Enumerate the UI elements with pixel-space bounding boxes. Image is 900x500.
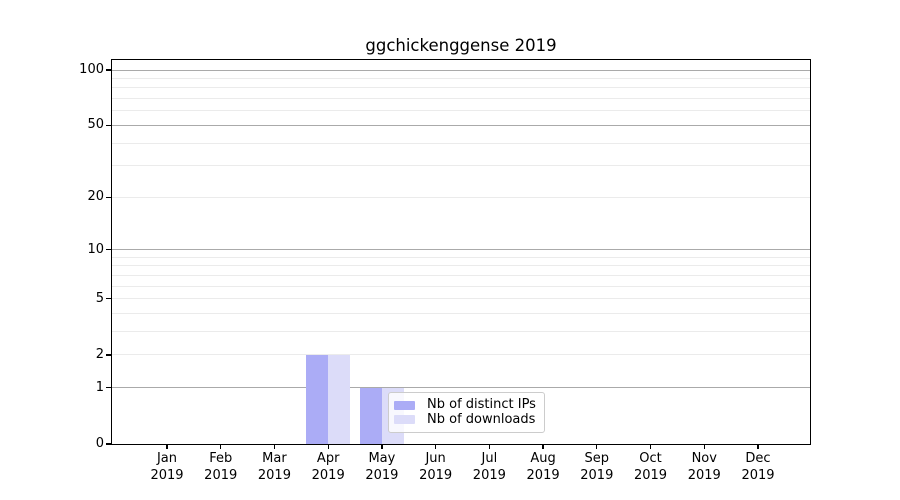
y-tick-label-100: 100 (79, 62, 104, 77)
bar-ips-apr (306, 354, 329, 444)
chart-title: ggchickenggense 2019 (365, 36, 557, 55)
y-tick-label-50: 50 (87, 117, 104, 133)
y-tick-10 (106, 249, 112, 251)
major-gridline-1 (112, 387, 810, 389)
bar-downloads-apr (328, 354, 351, 444)
x-tick-label-may: May 2019 (365, 451, 399, 483)
x-tick-label-aug: Aug 2019 (526, 451, 560, 483)
minor-gridline-6 (112, 285, 810, 287)
major-gridline-100 (112, 69, 810, 71)
minor-gridline-30 (112, 165, 810, 167)
x-tick-label-mar: Mar 2019 (257, 451, 291, 483)
minor-gridline-5 (112, 298, 810, 300)
x-tick-label-jan: Jan 2019 (150, 451, 184, 483)
x-tick-label-nov: Nov 2019 (687, 451, 721, 483)
x-tick-sep (596, 444, 598, 449)
y-tick-5 (106, 298, 112, 300)
y-tick-50 (106, 124, 112, 127)
major-gridline-50 (112, 124, 810, 126)
x-tick-label-jun: Jun 2019 (419, 451, 453, 483)
legend-label: Nb of distinct IPs (427, 397, 536, 413)
x-tick-jul (488, 444, 490, 449)
y-tick-0 (106, 443, 112, 445)
x-tick-nov (703, 444, 705, 449)
minor-gridline-4 (112, 313, 810, 315)
y-tick-1 (106, 387, 112, 389)
minor-gridline-80 (112, 87, 810, 89)
x-tick-aug (542, 444, 544, 449)
x-tick-jun (434, 444, 437, 449)
y-tick-100 (106, 69, 112, 71)
x-tick-label-jul: Jul 2019 (472, 451, 506, 483)
legend: Nb of distinct IPs Nb of downloads (388, 392, 545, 433)
major-gridline-10 (112, 249, 810, 251)
x-tick-mar (273, 444, 276, 449)
minor-gridline-9 (112, 256, 810, 258)
minor-gridline-8 (112, 265, 810, 267)
x-tick-may (381, 444, 383, 449)
y-tick-label-5: 5 (95, 290, 104, 306)
minor-gridline-3 (112, 331, 810, 333)
minor-gridline-7 (112, 274, 810, 276)
x-tick-oct (649, 444, 652, 449)
y-tick-2 (106, 354, 112, 356)
x-tick-feb (220, 444, 222, 449)
legend-row: Nb of downloads (394, 411, 536, 427)
y-tick-label-1: 1 (95, 379, 104, 395)
y-tick-label-2: 2 (95, 346, 104, 362)
x-tick-apr (327, 444, 329, 449)
minor-gridline-60 (112, 110, 810, 112)
y-tick-20 (106, 196, 112, 198)
x-tick-jan (166, 444, 168, 449)
minor-gridline-70 (112, 98, 810, 100)
minor-gridline-20 (112, 196, 810, 198)
legend-label: Nb of downloads (427, 411, 536, 427)
minor-gridline-90 (112, 77, 810, 79)
x-tick-label-oct: Oct 2019 (633, 451, 668, 483)
x-tick-label-feb: Feb 2019 (204, 451, 238, 483)
y-tick-label-10: 10 (87, 241, 104, 257)
x-tick-dec (757, 444, 759, 449)
legend-swatch-icon (394, 415, 415, 425)
plot-area: 0 1 2 5 10 20 50 100 Jan 2019 Feb 2019 Mar 2019 Apr… (79, 60, 810, 483)
x-tick-label-apr: Apr 2019 (311, 451, 345, 483)
legend-row: Nb of distinct IPs (394, 398, 536, 412)
x-tick-label-sep: Sep 2019 (580, 451, 614, 483)
legend-swatch-icon (394, 400, 415, 410)
y-tick-label-0: 0 (95, 436, 104, 451)
minor-gridline-2 (112, 354, 810, 356)
bar-ips-may (359, 387, 382, 444)
minor-gridline-40 (112, 142, 810, 144)
x-tick-label-dec: Dec 2019 (741, 451, 775, 483)
y-tick-label-20: 20 (87, 189, 104, 205)
